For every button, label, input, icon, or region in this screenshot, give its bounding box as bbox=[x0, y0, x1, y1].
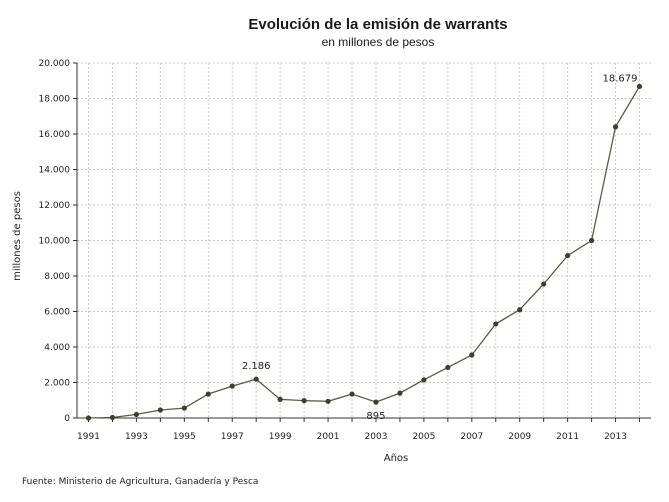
y-tick-label: 4.000 bbox=[44, 343, 70, 353]
x-tick-label: 1995 bbox=[173, 432, 196, 442]
y-tick-label: 0 bbox=[64, 414, 70, 424]
x-tick-label: 2007 bbox=[460, 432, 483, 442]
data-point bbox=[253, 376, 259, 382]
data-point bbox=[469, 352, 475, 358]
chart-title: Evolución de la emisión de warrants bbox=[248, 16, 507, 33]
y-axis-label: millones de pesos bbox=[12, 191, 23, 281]
series-line bbox=[85, 83, 643, 421]
y-tick-label: 20.000 bbox=[39, 59, 71, 69]
x-tick-label: 1997 bbox=[221, 432, 244, 442]
grid-lines bbox=[77, 62, 651, 418]
data-point bbox=[373, 399, 379, 405]
data-point bbox=[636, 83, 643, 90]
x-tick-label: 1991 bbox=[77, 432, 100, 442]
data-point bbox=[205, 391, 211, 397]
y-tick-label: 10.000 bbox=[39, 237, 71, 247]
data-point bbox=[349, 391, 355, 397]
x-tick-label: 2003 bbox=[365, 432, 388, 442]
data-point bbox=[301, 398, 307, 404]
data-point bbox=[517, 307, 523, 313]
x-tick-label: 1999 bbox=[269, 432, 292, 442]
data-label: 895 bbox=[366, 411, 385, 422]
data-point bbox=[109, 414, 116, 421]
data-label: 2.186 bbox=[242, 361, 271, 372]
y-tick-label: 16.000 bbox=[39, 130, 71, 140]
x-tick-label: 2009 bbox=[508, 432, 531, 442]
data-point bbox=[541, 281, 547, 287]
data-point bbox=[157, 407, 163, 413]
y-tick-label: 18.000 bbox=[39, 95, 71, 105]
data-point bbox=[565, 252, 571, 259]
data-point bbox=[612, 124, 619, 130]
data-point bbox=[493, 321, 499, 327]
y-tick-label: 8.000 bbox=[44, 272, 70, 282]
x-axis-label: Años bbox=[384, 453, 409, 464]
data-point bbox=[85, 415, 92, 421]
x-tick-label: 2001 bbox=[317, 432, 340, 442]
x-tick-label: 2005 bbox=[412, 432, 435, 442]
data-point bbox=[325, 398, 331, 404]
data-point bbox=[133, 411, 140, 418]
data-point bbox=[421, 377, 427, 383]
data-point bbox=[445, 364, 451, 371]
x-tick-label: 2013 bbox=[604, 432, 627, 442]
series-path bbox=[88, 86, 641, 419]
chart-subtitle: en millones de pesos bbox=[322, 35, 435, 49]
y-tick-label: 2.000 bbox=[44, 379, 70, 389]
x-tick-label: 2011 bbox=[556, 432, 579, 442]
data-point bbox=[229, 383, 235, 389]
data-annotations: 2.186 895 18.679 bbox=[242, 73, 638, 422]
data-point bbox=[277, 396, 283, 402]
data-label: 18.679 bbox=[603, 73, 638, 84]
source-note: Fuente: Ministerio de Agricultura, Ganad… bbox=[22, 477, 258, 487]
data-point bbox=[397, 390, 403, 396]
axes: 0 2.000 4.000 6.000 8.000 10.000 12.000 14.000 1… bbox=[39, 59, 651, 442]
x-tick-label: 1993 bbox=[125, 432, 148, 442]
data-point bbox=[181, 405, 187, 411]
y-tick-label: 6.000 bbox=[44, 308, 70, 318]
data-point bbox=[588, 237, 595, 244]
y-tick-label: 14.000 bbox=[39, 166, 71, 176]
y-tick-label: 12.000 bbox=[39, 201, 71, 211]
